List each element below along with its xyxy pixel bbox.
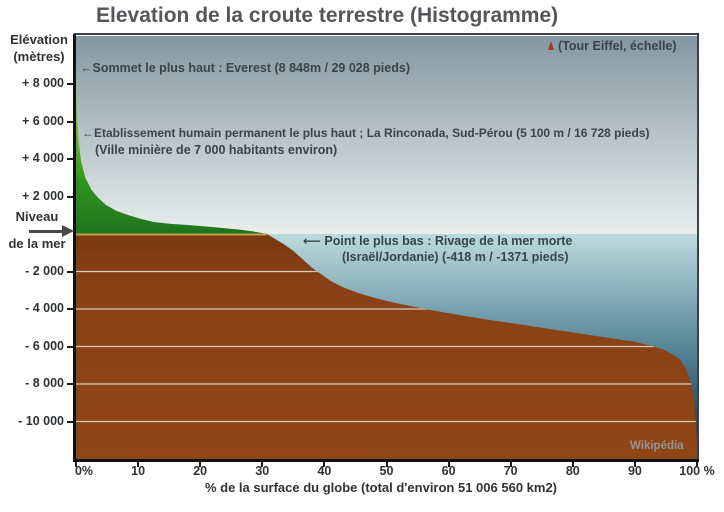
annotation-dead-sea-line2: (Israël/Jordanie) (-418 m / -1371 pieds) — [342, 250, 569, 264]
y-tick-label: + 2 000 — [21, 188, 64, 203]
y-tick-label: - 6 000 — [25, 338, 64, 353]
y-tick-label: - 4 000 — [25, 301, 64, 315]
x-tick-mark — [633, 462, 636, 467]
plot-border — [74, 33, 699, 461]
x-axis-title: % de la surface du globe (total d'enviro… — [204, 480, 558, 495]
x-axis-line — [73, 459, 699, 462]
x-tick-label: 90 — [627, 464, 642, 478]
annotation-rinconada-line1: ←Etablissement humain permanent le plus … — [82, 126, 650, 140]
wikipedia-watermark: Wikipédia — [630, 440, 684, 452]
y-tick-mark — [67, 120, 74, 123]
y-tick-mark — [67, 83, 74, 85]
x-tick-mark — [323, 462, 326, 467]
y-axis-title-line1: Elévation — [10, 32, 68, 47]
x-tick-mark — [696, 462, 698, 467]
x-tick-mark — [199, 462, 202, 467]
x-tick-label: 40 — [317, 464, 332, 478]
sea-level-label-line1: Niveau — [15, 209, 59, 224]
x-tick-label: 30 — [255, 464, 270, 478]
y-tick-label: - 2 000 — [25, 263, 64, 278]
x-tick-mark — [75, 462, 77, 467]
x-tick-label: 20 — [193, 464, 208, 478]
x-tick-mark — [571, 462, 574, 467]
y-tick-mark — [67, 345, 74, 348]
y-tick-mark — [67, 195, 74, 198]
x-tick-label: 70 — [503, 464, 518, 478]
sea-level-label-line2: de la mer — [8, 236, 66, 251]
y-tick-mark — [67, 270, 74, 273]
x-tick-mark — [137, 462, 140, 467]
x-tick-mark — [385, 462, 388, 467]
annotation-rinconada-line2: (Ville minière de 7 000 habitants enviro… — [95, 143, 338, 157]
hypsographic-plot — [76, 36, 697, 459]
eiffel-tower-icon — [548, 41, 554, 50]
x-tick-label: 100 % — [679, 464, 715, 478]
y-axis-title-line2: (mètres) — [13, 49, 65, 64]
y-axis-title: Elévation (mètres) — [2, 31, 76, 65]
x-tick-mark — [261, 462, 264, 467]
x-tick-label: 50 — [379, 464, 394, 478]
sea-level-arrow — [29, 230, 63, 233]
y-tick-label: - 10 000 — [18, 413, 64, 428]
sea-level-arrow-head — [62, 225, 74, 237]
y-tick-label: + 6 000 — [21, 113, 64, 128]
y-tick-label: + 4 000 — [21, 151, 64, 165]
annotation-dead-sea-line1: ⟵ Point le plus bas : Rivage de la mer m… — [303, 234, 573, 248]
x-tick-label: 10 — [131, 464, 146, 478]
x-tick-label: 80 — [565, 464, 580, 478]
y-tick-label: + 8 000 — [21, 76, 64, 90]
annotation-everest: ←Sommet le plus haut : Everest (8 848m /… — [80, 61, 410, 75]
x-tick-mark — [447, 462, 450, 467]
y-tick-mark — [67, 383, 74, 385]
y-tick-label: - 8 000 — [25, 376, 64, 390]
land-area — [76, 68, 267, 234]
y-axis-line — [73, 34, 76, 461]
y-tick-mark — [67, 308, 74, 310]
chart-title: Elevation de la croute terrestre (Histog… — [96, 4, 559, 27]
y-tick-mark — [67, 420, 74, 423]
x-tick-label: 60 — [441, 464, 456, 478]
x-tick-mark — [509, 462, 512, 467]
x-tick-label: 0% — [74, 464, 94, 478]
y-tick-mark — [67, 158, 74, 160]
annotation-eiffel-scale: (Tour Eiffel, échelle) — [558, 39, 677, 53]
